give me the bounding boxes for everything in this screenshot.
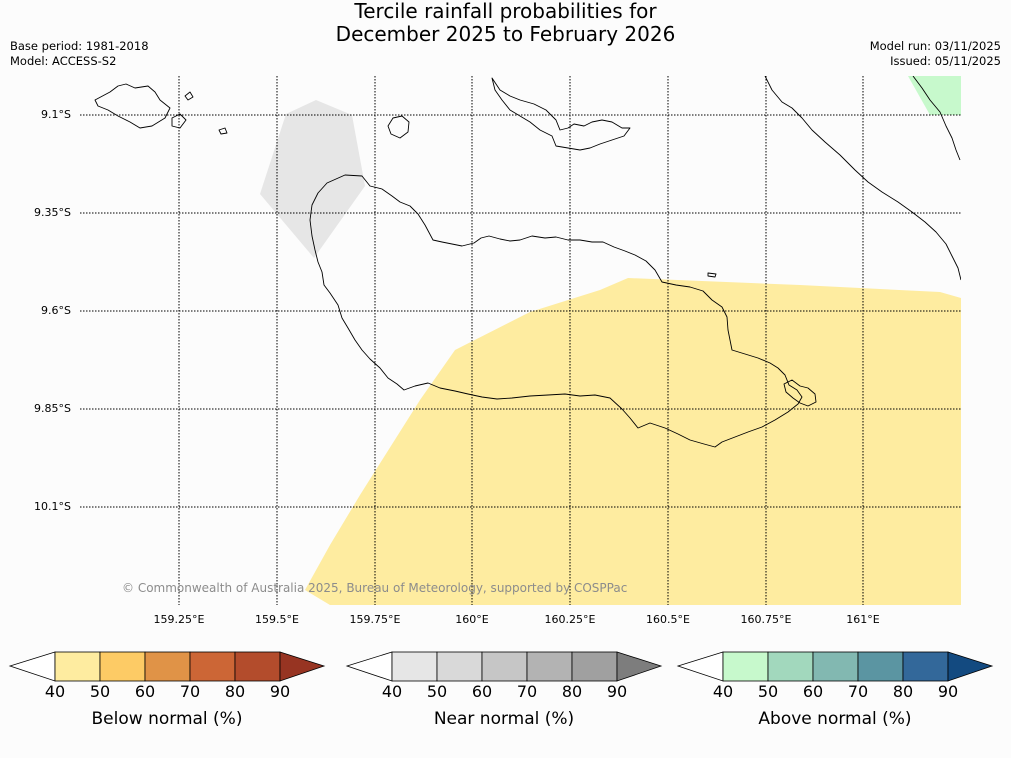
lon-label: 160°E bbox=[455, 613, 489, 626]
base-period: Base period: 1981-2018 bbox=[10, 39, 149, 53]
colorbar-near-swatch bbox=[571, 651, 618, 682]
colorbar-tick: 80 bbox=[892, 682, 914, 701]
lon-label: 159.5°E bbox=[255, 613, 299, 626]
colorbar-tick: 90 bbox=[937, 682, 959, 701]
colorbar-tick: 70 bbox=[847, 682, 869, 701]
colorbar-above-extend-low bbox=[676, 651, 724, 682]
guadalcanal-coastline bbox=[309, 174, 803, 448]
colorbar-near-swatch bbox=[481, 651, 528, 682]
colorbar-below-swatch bbox=[189, 651, 236, 682]
malaita-coastline bbox=[764, 76, 961, 281]
colorbar-title-below: Below normal (%) bbox=[91, 709, 243, 729]
russell-islands-coastline bbox=[94, 83, 171, 129]
colorbar-near-swatch bbox=[526, 651, 573, 682]
model-run: Model run: 03/11/2025 bbox=[869, 39, 1001, 53]
meta-left: Base period: 1981-2018 Model: ACCESS-S2 bbox=[10, 39, 149, 69]
lon-label: 159.75°E bbox=[349, 613, 401, 626]
colorbar-below-extend-low bbox=[8, 651, 56, 682]
savo-island-coastline bbox=[387, 115, 410, 139]
islet-3 bbox=[184, 91, 194, 101]
colorbar-tick: 60 bbox=[471, 682, 493, 701]
lat-label: 9.6°S bbox=[41, 304, 71, 317]
colorbar-tick: 50 bbox=[426, 682, 448, 701]
coastlines bbox=[94, 76, 961, 448]
colorbar-near-normal bbox=[345, 651, 663, 682]
colorbar-below-swatch bbox=[99, 651, 146, 682]
lat-label: 9.85°S bbox=[34, 402, 71, 415]
colorbar-above-swatch bbox=[857, 651, 904, 682]
model-name: Model: ACCESS-S2 bbox=[10, 54, 117, 68]
colorbar-tick: 40 bbox=[44, 682, 66, 701]
lat-label: 9.1°S bbox=[41, 108, 71, 121]
islet-2 bbox=[218, 127, 228, 135]
marau-islets bbox=[783, 379, 817, 407]
colorbar-tick: 70 bbox=[516, 682, 538, 701]
colorbar-near-swatch bbox=[391, 651, 438, 682]
colorbar-tick: 80 bbox=[224, 682, 246, 701]
title-line-2: December 2025 to February 2026 bbox=[335, 22, 676, 46]
lon-label: 161°E bbox=[846, 613, 880, 626]
colorbar-tick: 50 bbox=[757, 682, 779, 701]
colorbar-title-above: Above normal (%) bbox=[758, 709, 912, 729]
colorbar-above-extend-high bbox=[947, 651, 994, 682]
map-title: Tercile rainfall probabilities for Decem… bbox=[0, 0, 1011, 46]
colorbar-above-normal bbox=[676, 651, 994, 682]
colorbar-tick: 90 bbox=[606, 682, 628, 701]
lon-label: 160.25°E bbox=[544, 613, 596, 626]
colorbar-tick: 40 bbox=[381, 682, 403, 701]
near-normal-region bbox=[260, 100, 365, 258]
colorbar-below-normal bbox=[8, 651, 326, 682]
colorbar-below-extend-high bbox=[279, 651, 326, 682]
lon-label: 160.75°E bbox=[740, 613, 792, 626]
issued-date: Issued: 05/11/2025 bbox=[890, 54, 1001, 68]
small-islet-east bbox=[707, 272, 717, 278]
colorbar-tick: 70 bbox=[179, 682, 201, 701]
colorbar-tick: 80 bbox=[561, 682, 583, 701]
colorbars bbox=[8, 651, 994, 682]
title-line-1: Tercile rainfall probabilities for bbox=[354, 0, 657, 23]
colorbar-tick: 60 bbox=[134, 682, 156, 701]
colorbar-tick: 40 bbox=[712, 682, 734, 701]
colorbar-below-swatch bbox=[144, 651, 191, 682]
colorbar-near-extend-low bbox=[345, 651, 393, 682]
lon-label: 159.25°E bbox=[153, 613, 205, 626]
colorbar-title-near: Near normal (%) bbox=[433, 709, 575, 729]
lat-label: 9.35°S bbox=[34, 206, 71, 219]
colorbar-above-swatch bbox=[812, 651, 859, 682]
colorbar-tick: 60 bbox=[802, 682, 824, 701]
colorbar-above-swatch bbox=[722, 651, 769, 682]
colorbar-above-swatch bbox=[902, 651, 949, 682]
colorbar-near-swatch bbox=[436, 651, 483, 682]
copyright: © Commonwealth of Australia 2025, Bureau… bbox=[122, 581, 627, 595]
graticule bbox=[80, 76, 961, 605]
colorbar-tick: 90 bbox=[269, 682, 291, 701]
below-normal-region bbox=[305, 278, 961, 605]
forecast-map: © Commonwealth of Australia 2025, Bureau… bbox=[80, 76, 961, 605]
colorbar-tick: 50 bbox=[89, 682, 111, 701]
above-normal-region bbox=[908, 76, 961, 115]
florida-islands-coastline bbox=[491, 77, 631, 151]
colorbar-below-swatch bbox=[234, 651, 281, 682]
colorbar-near-extend-high bbox=[616, 651, 663, 682]
colorbar-below-swatch bbox=[54, 651, 101, 682]
colorbar-above-swatch bbox=[767, 651, 814, 682]
meta-right: Model run: 03/11/2025 Issued: 05/11/2025 bbox=[870, 39, 1001, 69]
islet-1 bbox=[171, 113, 187, 129]
malaita-coastline-north bbox=[912, 76, 961, 161]
lat-label: 10.1°S bbox=[34, 500, 71, 513]
lon-label: 160.5°E bbox=[646, 613, 690, 626]
